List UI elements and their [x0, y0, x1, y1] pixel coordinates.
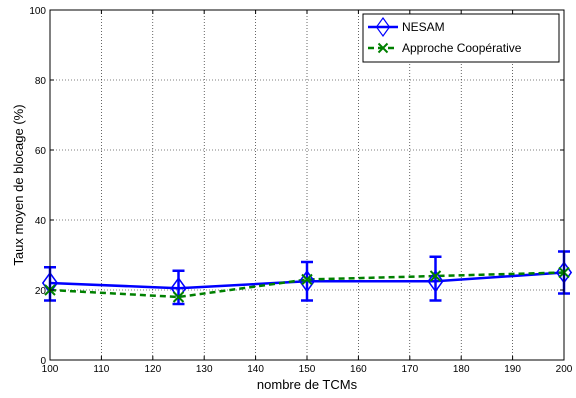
legend-box	[362, 13, 560, 63]
y-tick-label: 40	[35, 216, 47, 227]
legend-label-cooperative: Approche Coopérative	[402, 41, 522, 55]
y-tick-label: 0	[40, 356, 46, 367]
x-tick-label: 180	[453, 364, 470, 375]
y-tick-label: 20	[35, 286, 47, 297]
x-tick-label: 170	[401, 364, 418, 375]
x-axis-label: nombre de TCMs	[257, 377, 358, 392]
x-tick-label: 140	[247, 364, 264, 375]
x-tick-label: 110	[93, 364, 109, 375]
x-tick-label: 100	[42, 364, 59, 375]
series-line-1	[49, 271, 565, 299]
y-tick-label: 80	[35, 76, 47, 87]
legend-marker-cooperative	[377, 42, 389, 54]
data-point-cross	[172, 291, 185, 303]
x-tick-label: 120	[144, 364, 161, 375]
legend-label-nesam: NESAM	[402, 20, 445, 34]
data-point-cross	[301, 273, 313, 286]
x-tick-label: 160	[350, 364, 367, 375]
y-tick-label: 60	[35, 146, 47, 157]
y-axis-label: Taux moyen de blocage (%)	[11, 104, 26, 265]
x-tick-label: 150	[299, 364, 316, 375]
data-point-diamond	[427, 269, 444, 293]
data-point-diamond	[298, 269, 316, 293]
x-tick-label: 190	[504, 364, 521, 375]
y-axis-ticks: 0 20 40 60 80 100	[29, 6, 564, 367]
legend-marker-nesam	[375, 16, 391, 38]
data-point-cross	[429, 270, 442, 282]
legend: NESAM Approche Coopérative	[362, 13, 560, 63]
x-tick-label: 200	[556, 364, 573, 375]
x-tick-label: 130	[196, 364, 213, 375]
x-axis-ticks: 100 110 120 130 140 150 160 170 180 190 200	[42, 10, 573, 375]
y-tick-label: 100	[29, 6, 46, 17]
